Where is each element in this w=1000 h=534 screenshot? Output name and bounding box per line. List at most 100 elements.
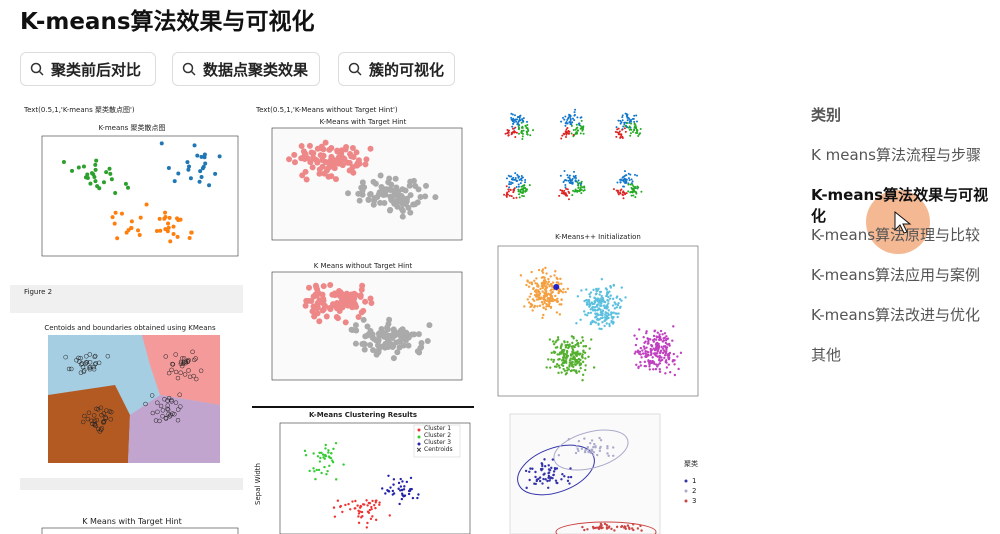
decor-dot (352, 322, 359, 329)
decor-dot (207, 183, 212, 188)
decor-dot (96, 360, 102, 366)
decor-dot (541, 464, 544, 468)
decor-dot (611, 304, 615, 307)
decor-dot (516, 118, 519, 121)
decor-dot (677, 367, 680, 371)
decor-dot (669, 371, 672, 374)
thumbnail[interactable]: Figure 2 Centoids and boundaries obtaine… (10, 285, 243, 465)
decor-dot (559, 277, 562, 281)
decor-dot (574, 369, 578, 372)
decor-dot (550, 351, 553, 355)
decor-dot (347, 150, 354, 157)
decor-dot (320, 306, 327, 313)
decor-dot (598, 293, 601, 296)
decor-dot (550, 288, 553, 291)
decor-dot (548, 338, 552, 341)
decor-dot (154, 228, 159, 233)
decor-dot (517, 116, 520, 119)
decor-dot (606, 312, 610, 315)
decor-dot (309, 164, 316, 171)
decor-dot (400, 497, 404, 501)
decor-dot (507, 188, 510, 191)
decor-dot (521, 176, 524, 179)
decor-dot (369, 517, 373, 521)
decor-dot (595, 289, 598, 293)
decor-dot (543, 458, 546, 461)
decor-dot (574, 176, 577, 179)
decor-dot (301, 153, 308, 160)
decor-dot (112, 221, 117, 226)
decor-dot (389, 486, 392, 489)
decor-dot (607, 302, 610, 305)
thumbnail[interactable]: K-Means++ Initialization (496, 232, 700, 398)
thumbnail[interactable]: Text(0.5,1,'K-means 聚类散点图') K-means 聚类散点… (20, 100, 243, 275)
thumbnail[interactable]: 聚类 1 2 3 (496, 410, 706, 534)
decor-dot (432, 194, 439, 201)
decor-dot (519, 182, 522, 185)
decor-dot (291, 159, 298, 166)
decor-dot (545, 272, 548, 275)
thumbnail[interactable]: K-Means Clustering Results Sepal Width C… (252, 405, 474, 534)
decor-dot (536, 284, 540, 287)
decor-dot (539, 287, 542, 291)
decor-dot (532, 287, 535, 291)
decor-dot (623, 192, 626, 195)
decor-dot (338, 297, 345, 304)
sidebar-item[interactable]: K means算法流程与步骤 (811, 146, 981, 164)
decor-dot (84, 359, 90, 365)
decor-dot (385, 321, 392, 328)
decor-dot (601, 526, 604, 529)
sidebar-item[interactable]: K-means算法改进与优化 (811, 306, 981, 324)
decor-dot (87, 366, 93, 372)
decor-dot (620, 299, 623, 302)
decor-dot (324, 443, 327, 447)
decor-dot (592, 288, 595, 292)
search-chip[interactable]: 数据点聚类效果 (172, 52, 320, 86)
decor-dot (673, 373, 677, 377)
search-chip[interactable]: 簇的可视化 (338, 52, 455, 86)
decor-dot (564, 135, 567, 138)
decor-dot (361, 184, 368, 191)
thumb-title: K-means 聚类散点图 (98, 123, 165, 132)
thumbnail[interactable]: K Means without Target Hint (252, 262, 474, 390)
decor-dot (344, 503, 347, 507)
decor-dot (618, 130, 621, 133)
decor-dot (580, 119, 583, 122)
sidebar-item[interactable]: K-means算法原理与比较 (811, 226, 981, 244)
decor-dot (615, 189, 618, 192)
decor-dot (508, 186, 511, 189)
decor-dot (171, 232, 176, 237)
decor-dot (535, 479, 538, 483)
decor-dot (345, 190, 352, 197)
decor-dot (559, 189, 562, 192)
sidebar-item[interactable]: K-means算法应用与案例 (811, 266, 981, 284)
decor-dot (375, 342, 382, 349)
decor-dot (566, 127, 569, 130)
decor-dot (370, 347, 377, 354)
decor-dot (93, 361, 99, 366)
decor-dot (612, 283, 616, 287)
decor-dot (364, 323, 371, 330)
decor-dot (621, 116, 624, 119)
decor-dot (61, 159, 66, 164)
sidebar-item[interactable]: 其他 (811, 346, 842, 364)
decor-dot (583, 437, 586, 440)
decor-dot (166, 225, 171, 230)
decor-dot (567, 475, 570, 479)
decor-dot (566, 122, 569, 125)
search-chip[interactable]: 聚类前后对比 (20, 52, 156, 86)
decor-dot (98, 405, 104, 411)
sidebar-item-active[interactable]: K-means算法效果与可视化 (811, 186, 989, 225)
decor-dot (647, 337, 650, 341)
thumbnail[interactable]: K Means with Target Hint (20, 478, 243, 534)
decor-dot (331, 292, 338, 299)
decor-dot (367, 511, 371, 514)
decor-dot (589, 311, 593, 314)
decor-dot (324, 454, 327, 457)
thumbnail[interactable] (486, 100, 706, 215)
decor-dot (193, 356, 198, 361)
decor-dot (633, 173, 636, 176)
decor-dot (367, 341, 374, 348)
thumbnail[interactable]: Text(0.5,1,'K-Means without Target Hint'… (252, 100, 474, 255)
